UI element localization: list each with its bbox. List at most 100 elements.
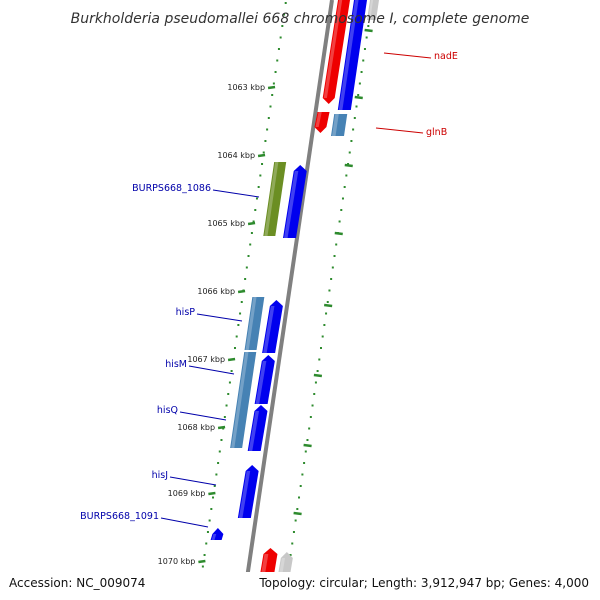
tick-dot [331, 266, 334, 269]
hisM-cds-highlight [255, 361, 267, 404]
kbp-tick-label: 1063 kbp [227, 83, 265, 92]
outer-cds-feature-highlight [338, 0, 359, 110]
tick-dot [298, 496, 301, 499]
gene-label[interactable]: hisQ [157, 405, 178, 416]
tick-dot [367, 25, 370, 27]
hisJ-cds-highlight [238, 471, 251, 518]
kbp-tick-mark [257, 153, 266, 158]
tick-dot [235, 335, 238, 338]
tick-dot [358, 82, 361, 85]
glnB-cds-feature-highlight [332, 114, 339, 136]
tick-dot [316, 370, 319, 372]
tick-dot [325, 312, 328, 315]
tick-dot [343, 186, 346, 188]
kbp-tick-label: 1069 kbp [168, 489, 206, 498]
tick-dot [250, 232, 253, 234]
tick-dot [215, 473, 218, 476]
BURPS668_1091-cds-highlight [211, 534, 217, 540]
gene-label[interactable]: nadE [434, 51, 458, 62]
gene-label[interactable]: BURPS668_1086 [132, 183, 211, 194]
tick-dot [363, 48, 366, 50]
tick-dot [201, 565, 204, 568]
tracks-layer [198, 0, 373, 600]
tick-dot [291, 542, 294, 545]
tick-dot [254, 209, 257, 211]
hisJ-cds [237, 465, 259, 518]
gene-label-leader [179, 411, 227, 421]
outer-kbp-tick-mark [364, 28, 373, 33]
nadE-rna-feature [322, 0, 350, 104]
tick-dot [267, 117, 270, 119]
kbp-tick-mark [247, 221, 256, 226]
kbp-tick-label: 1068 kbp [177, 423, 215, 432]
kbp-tick-label: 1070 kbp [158, 557, 196, 566]
tick-dot [269, 105, 272, 108]
tick-dot [281, 25, 284, 27]
BURPS668_1086-cds [283, 165, 307, 238]
tick-dot [347, 163, 350, 165]
tick-dot [272, 82, 275, 85]
tick-dot [294, 519, 297, 522]
tick-dot [223, 416, 226, 418]
outer-kbp-tick-mark [334, 231, 343, 236]
tick-dot [311, 404, 314, 407]
tick-dot [245, 266, 248, 269]
tick-dot [264, 140, 267, 142]
gene-label-leader [383, 52, 432, 59]
outer-kbp-tick-mark [344, 163, 353, 168]
hisQ-cds-highlight [248, 411, 260, 451]
tick-dot [355, 105, 358, 108]
outer-kbp-tick-mark [313, 373, 323, 378]
tick-dot [277, 48, 280, 50]
BURPS668_1086-cds-highlight [284, 171, 299, 238]
tick-dot [262, 151, 265, 154]
tick-dot [276, 59, 279, 62]
kbp-tick-mark [227, 357, 236, 362]
tick-dot [352, 128, 355, 131]
gene-label[interactable]: BURPS668_1091 [80, 511, 159, 522]
tick-dot [345, 174, 348, 177]
tick-dot [340, 209, 343, 211]
glnB-cds-feature [331, 114, 348, 136]
kbp-tick-mark [208, 491, 216, 496]
gene-label[interactable]: hisM [165, 359, 187, 370]
tick-dot [206, 531, 209, 533]
hisP-cds [262, 300, 283, 353]
hisQ-cds [247, 405, 268, 451]
tick-dot [225, 404, 228, 407]
tick-dot [301, 473, 304, 476]
tick-dot [348, 151, 351, 154]
outer-gray-feature [367, 0, 379, 20]
gene-label[interactable]: hisP [176, 307, 196, 318]
kbp-tick-mark [217, 425, 226, 430]
tick-dot [303, 462, 306, 464]
tick-dot [257, 186, 260, 188]
tick-dot [271, 94, 274, 96]
glnB-rna-feature-highlight [315, 112, 322, 127]
gene-label[interactable]: hisJ [152, 470, 168, 481]
tick-dot [309, 416, 312, 418]
tick-dot [308, 427, 311, 430]
tick-dot [304, 450, 307, 453]
tick-dot [244, 278, 247, 280]
footer-background [0, 572, 600, 600]
hisP-feature [244, 297, 265, 350]
tick-dot [341, 197, 344, 200]
tick-dot [228, 381, 231, 384]
tick-dot [319, 347, 322, 349]
tick-dot [333, 255, 336, 257]
tick-dot [299, 485, 302, 487]
tick-dot [266, 128, 269, 131]
tick-dot [353, 117, 356, 119]
gene-label-leader [212, 189, 260, 198]
tick-dot [330, 278, 333, 280]
labels-layer: 1063 kbp 1064 kbp 1065 kbp 1066 kbp 1067 kbp… [80, 51, 458, 566]
map-title: Burkholderia pseudomallei 668 chromosome… [71, 11, 530, 27]
kbp-tick-label: 1067 kbp [187, 355, 225, 364]
tick-dot [362, 59, 365, 62]
tick-dot [218, 450, 221, 453]
gene-label[interactable]: glnB [426, 127, 447, 138]
tick-dot [335, 243, 338, 246]
BURPS668_1086-feature [263, 162, 287, 236]
